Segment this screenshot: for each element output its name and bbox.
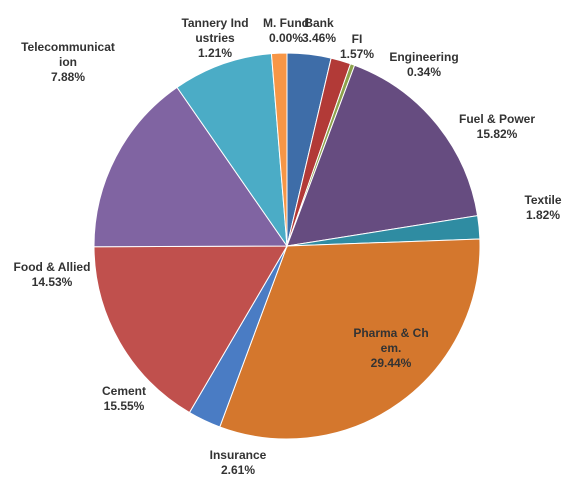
pie-slice [93, 245, 288, 414]
slice-label: Cement 15.55% [84, 384, 164, 414]
slice-label: Engineering 0.34% [379, 50, 469, 80]
value-label: 0.00% [268, 31, 304, 45]
category-label: Bank [304, 16, 334, 30]
slice-label: FI 1.57% [337, 32, 377, 62]
value-label: 3.46% [301, 31, 337, 45]
slice-label: Insurance 2.61% [198, 448, 278, 478]
value-label: 1.82% [525, 208, 561, 222]
slice-label: M. Fund 0.00% [261, 16, 311, 46]
slice-label: Fuel & Power 15.82% [452, 112, 542, 142]
category-label: Fuel & Power [458, 112, 535, 126]
category-label: Tannery Industries [181, 16, 249, 45]
slice-label: Pharma & Chem. 29.44% [351, 326, 431, 371]
slice-label: Textile 1.82% [513, 193, 563, 223]
value-label: 14.53% [31, 275, 73, 289]
pie-slice [176, 53, 288, 248]
slice-label: Tannery Industries 1.21% [180, 16, 250, 61]
value-label: 15.55% [103, 399, 145, 413]
category-label: Pharma & Chem. [353, 326, 429, 355]
value-label: 7.88% [50, 70, 86, 84]
pie-slice [219, 238, 481, 440]
category-label: FI [351, 32, 363, 46]
pie-slice [286, 64, 479, 247]
pie-slice [93, 86, 288, 248]
value-label: 0.34% [406, 65, 442, 79]
slice-label: Food & Allied 14.53% [7, 260, 97, 290]
slice-label: Telecommunication 7.88% [21, 40, 116, 85]
category-label: Telecommunication [21, 40, 115, 69]
category-label: Food & Allied [13, 260, 91, 274]
category-label: Cement [101, 384, 146, 398]
category-label: M. Fund [263, 16, 309, 30]
value-label: 15.82% [476, 127, 518, 141]
category-label: Insurance [209, 448, 267, 462]
value-label: 2.61% [220, 463, 256, 477]
slice-label: Bank 3.46% [299, 16, 339, 46]
category-label: Textile [524, 193, 562, 207]
value-label: 1.57% [339, 47, 375, 61]
value-label: 1.21% [197, 46, 233, 60]
category-label: Engineering [389, 50, 459, 64]
value-label: 29.44% [370, 356, 412, 370]
